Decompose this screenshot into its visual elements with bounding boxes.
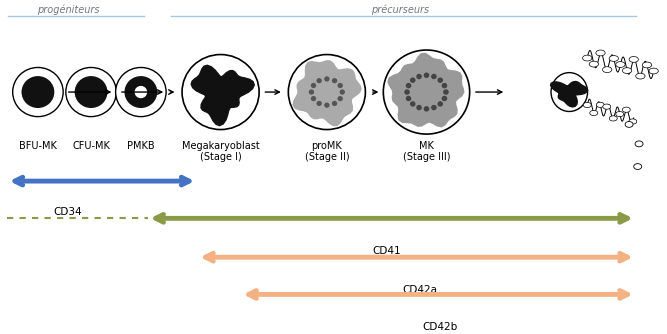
Ellipse shape xyxy=(622,107,630,112)
Ellipse shape xyxy=(324,76,329,81)
Ellipse shape xyxy=(582,55,592,61)
Ellipse shape xyxy=(21,76,54,108)
Ellipse shape xyxy=(442,96,448,101)
Ellipse shape xyxy=(404,89,410,95)
Ellipse shape xyxy=(443,89,449,95)
Text: CD42b: CD42b xyxy=(422,322,458,332)
Ellipse shape xyxy=(649,68,658,74)
Ellipse shape xyxy=(288,54,366,130)
Text: CD41: CD41 xyxy=(372,246,401,256)
Ellipse shape xyxy=(115,67,166,117)
Ellipse shape xyxy=(596,50,605,56)
Ellipse shape xyxy=(416,105,422,110)
Ellipse shape xyxy=(625,122,633,127)
Ellipse shape xyxy=(589,61,598,67)
Text: PMKB: PMKB xyxy=(127,141,155,151)
Ellipse shape xyxy=(603,104,611,109)
Text: précurseurs: précurseurs xyxy=(371,5,429,15)
Text: CFU-MK: CFU-MK xyxy=(72,141,110,151)
Ellipse shape xyxy=(596,102,604,108)
Text: progéniteurs: progéniteurs xyxy=(37,5,99,15)
Ellipse shape xyxy=(431,74,437,79)
Ellipse shape xyxy=(438,77,443,83)
Ellipse shape xyxy=(635,141,643,147)
Ellipse shape xyxy=(338,83,343,88)
Ellipse shape xyxy=(324,103,329,108)
Ellipse shape xyxy=(311,83,316,88)
Text: BFU-MK: BFU-MK xyxy=(19,141,57,151)
Ellipse shape xyxy=(590,110,598,116)
Ellipse shape xyxy=(642,62,652,68)
Polygon shape xyxy=(388,53,464,127)
Polygon shape xyxy=(191,65,254,126)
Ellipse shape xyxy=(13,67,63,117)
Ellipse shape xyxy=(636,73,645,79)
Ellipse shape xyxy=(75,76,107,108)
Polygon shape xyxy=(551,81,588,107)
Text: MK
(Stage III): MK (Stage III) xyxy=(403,141,450,162)
Ellipse shape xyxy=(410,101,416,107)
Ellipse shape xyxy=(424,106,430,112)
Ellipse shape xyxy=(629,56,638,62)
Ellipse shape xyxy=(431,105,437,110)
Ellipse shape xyxy=(622,68,632,73)
Ellipse shape xyxy=(338,96,343,101)
Ellipse shape xyxy=(551,72,588,112)
Ellipse shape xyxy=(332,78,338,83)
Ellipse shape xyxy=(438,101,443,107)
Ellipse shape xyxy=(182,54,259,130)
Polygon shape xyxy=(293,61,361,126)
Text: CD34: CD34 xyxy=(53,207,82,217)
Ellipse shape xyxy=(384,50,470,134)
Ellipse shape xyxy=(634,164,642,169)
Text: CD42a: CD42a xyxy=(402,285,438,295)
Ellipse shape xyxy=(66,67,116,117)
Ellipse shape xyxy=(406,83,412,89)
Ellipse shape xyxy=(311,96,316,101)
Ellipse shape xyxy=(316,78,322,83)
Ellipse shape xyxy=(316,101,322,106)
Ellipse shape xyxy=(125,76,157,108)
Ellipse shape xyxy=(416,74,422,79)
Ellipse shape xyxy=(583,103,591,108)
Ellipse shape xyxy=(406,96,412,101)
Ellipse shape xyxy=(602,67,612,72)
Ellipse shape xyxy=(609,116,617,121)
Ellipse shape xyxy=(629,119,637,124)
Ellipse shape xyxy=(135,86,147,98)
Ellipse shape xyxy=(309,90,314,95)
Ellipse shape xyxy=(442,83,448,89)
Text: proMK
(Stage II): proMK (Stage II) xyxy=(305,141,349,162)
Ellipse shape xyxy=(616,61,625,67)
Ellipse shape xyxy=(410,77,416,83)
Ellipse shape xyxy=(340,90,345,95)
Ellipse shape xyxy=(424,72,430,78)
Text: Megakaryoblast
(Stage I): Megakaryoblast (Stage I) xyxy=(181,141,259,162)
Ellipse shape xyxy=(609,55,618,61)
Ellipse shape xyxy=(616,112,624,117)
Ellipse shape xyxy=(332,101,338,106)
